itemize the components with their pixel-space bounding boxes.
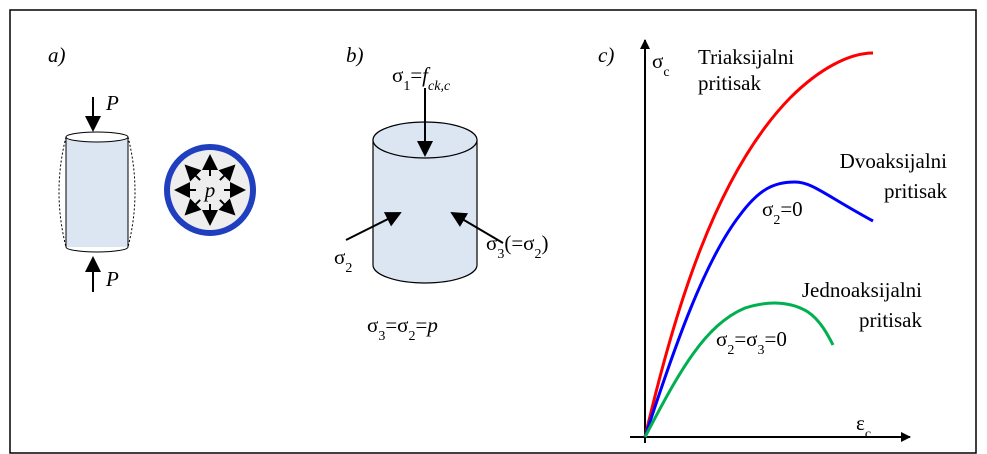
panel-label: a) — [48, 43, 66, 67]
frame — [9, 9, 977, 454]
text-part: 3 — [758, 343, 765, 358]
cylinder-body — [372, 139, 478, 284]
text-part: 2 — [773, 213, 780, 228]
pressure-arrow — [184, 198, 202, 216]
force-label: P — [105, 267, 119, 291]
text-part: σ — [716, 327, 727, 351]
panel-label: c) — [598, 43, 614, 67]
text-part: σ — [486, 231, 497, 255]
curve-name: Jednoaksijalni — [802, 278, 922, 302]
sigma3-label: σ3(=σ2) — [486, 231, 549, 262]
text-part: σ — [652, 49, 663, 73]
text-part: 2 — [345, 261, 352, 276]
force-label: P — [105, 91, 119, 115]
text-part: σ — [762, 197, 773, 221]
text-part: =0 — [765, 327, 787, 351]
text-part: =σ — [734, 327, 757, 351]
curve-condition: σ2=0 — [762, 197, 803, 228]
text-part: ε — [856, 411, 865, 435]
pressure-arrow — [218, 198, 236, 216]
pressure-arrows — [174, 154, 246, 226]
text-part: = — [410, 63, 422, 87]
y-axis-label: σc — [652, 49, 670, 80]
text-part: 2 — [409, 329, 416, 344]
curve — [643, 301, 835, 438]
curve — [643, 51, 874, 438]
curve-condition: σ2=σ3=0 — [716, 327, 787, 358]
stress-arrow — [345, 212, 402, 241]
text-part: f — [422, 63, 431, 87]
text-part: 3 — [378, 329, 385, 344]
text-part: =σ — [385, 313, 408, 337]
text-part: σ — [367, 313, 378, 337]
text-part: 2 — [535, 247, 542, 262]
text-part: σ — [392, 63, 403, 87]
curve-name: pritisak — [698, 71, 761, 95]
text-part: ck,c — [428, 79, 451, 94]
pressure-arrow — [218, 164, 236, 182]
curve-name: Triaksijalni — [698, 45, 794, 69]
sigma2-label: σ2 — [334, 245, 352, 276]
text-part: 1 — [403, 79, 410, 94]
text-part: = — [416, 313, 428, 337]
specimen-top — [65, 131, 129, 143]
panel-label: b) — [346, 43, 364, 67]
pressure-arrow — [184, 164, 202, 182]
text-part: c — [663, 65, 669, 80]
stress-arrow — [450, 211, 504, 244]
text-part: p — [425, 313, 438, 337]
text-part: ) — [542, 231, 549, 255]
sigma1-label: σ1=fck,c — [392, 63, 451, 94]
text-part: =0 — [780, 197, 802, 221]
x-axis-label: εc — [856, 411, 871, 442]
text-part: (=σ — [504, 231, 534, 255]
pressure-label: p — [203, 178, 216, 202]
curve — [643, 180, 874, 438]
curve-name: pritisak — [859, 308, 922, 332]
curve-name: Dvoaksijalni — [840, 149, 947, 173]
caption: σ3=σ2=p — [367, 313, 438, 344]
text-part: c — [865, 427, 871, 442]
specimen-body — [66, 137, 128, 247]
specimen-bottom — [65, 246, 129, 253]
curve-name: pritisak — [884, 179, 947, 203]
text-part: 3 — [497, 247, 504, 262]
text-part: 2 — [727, 343, 734, 358]
text-part: σ — [334, 245, 345, 269]
